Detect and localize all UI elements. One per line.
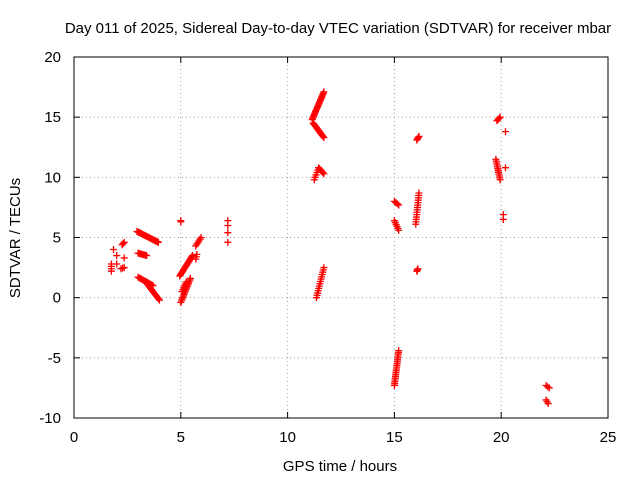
axis-ticks: 0 5 10 15 20 25 -10 -5 0 5 10 15 20 [39,49,616,446]
data-point [414,134,422,142]
data-point [143,252,151,260]
x-tick-label: 25 [600,429,617,446]
data-point [154,238,162,246]
x-axis-label: GPS time / hours [283,458,397,475]
chart-title: Day 011 of 2025, Sidereal Day-to-day VTE… [65,20,611,37]
x-tick-label: 0 [70,429,78,446]
data-point [319,133,327,141]
data-point [155,296,163,304]
data-point [496,176,504,184]
data-point [224,217,232,225]
data-point [110,246,118,254]
y-tick-label: -10 [39,410,61,427]
data-point [224,229,232,237]
data-point [395,201,403,209]
y-tick-label: 0 [53,290,61,307]
data-point [320,170,328,178]
y-tick-label: -5 [48,350,61,367]
data-point [119,240,127,248]
data-point [189,252,197,260]
data-point [415,132,423,140]
data-point [320,264,328,272]
data-point [496,113,504,121]
data-point [501,164,509,172]
data-point [193,250,201,258]
data-point [415,189,423,197]
data-point [197,234,205,241]
data-point [120,264,128,272]
data-point [177,217,185,225]
data-point [414,265,422,273]
data-point [113,260,121,268]
y-tick-label: 5 [53,230,61,247]
data-point [120,238,128,246]
y-tick-label: 15 [44,109,61,126]
y-axis-label: SDTVAR / TECUs [7,178,24,298]
data-point [544,400,552,408]
data-point [395,347,403,355]
y-tick-label: 20 [44,49,61,66]
data-points [107,88,553,408]
x-tick-label: 15 [386,429,403,446]
data-point [182,278,190,286]
data-point [120,254,128,262]
x-tick-label: 10 [279,429,296,446]
data-point [224,238,232,246]
data-point [154,295,162,303]
data-point [545,384,553,392]
data-point [544,383,552,391]
data-point [501,128,509,136]
data-point [320,134,328,142]
x-tick-label: 5 [177,429,185,446]
data-point [320,88,328,96]
data-point [186,274,194,282]
data-point [319,169,327,177]
data-point [495,114,503,122]
data-point [393,200,401,208]
data-point [499,211,507,219]
x-tick-label: 20 [493,429,510,446]
data-point [113,252,121,260]
y-tick-label: 10 [44,169,61,186]
data-point [395,226,403,234]
